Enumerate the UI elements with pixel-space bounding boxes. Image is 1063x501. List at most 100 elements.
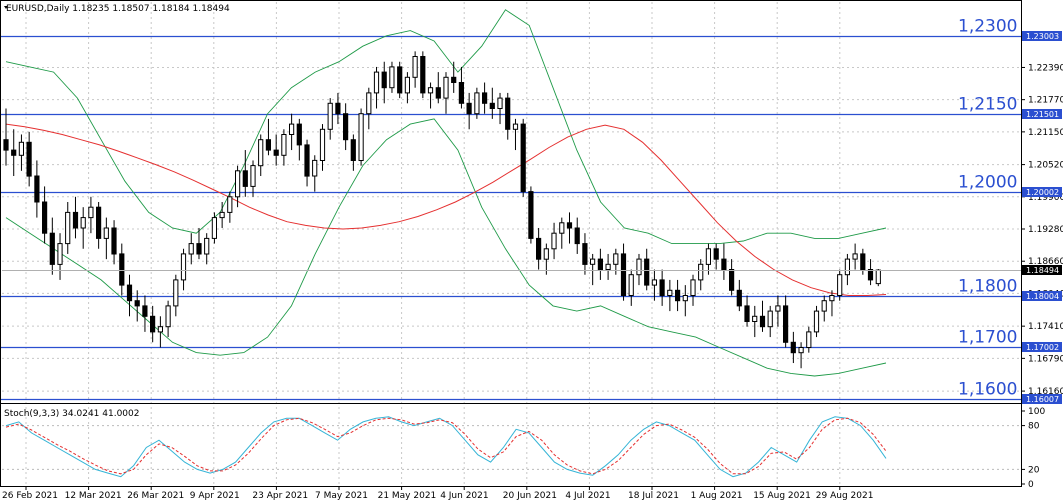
candle[interactable] xyxy=(528,186,534,244)
candle[interactable] xyxy=(250,160,256,197)
candle[interactable] xyxy=(242,150,248,197)
candle[interactable] xyxy=(466,92,472,130)
candle[interactable] xyxy=(636,253,642,286)
candle[interactable] xyxy=(227,191,233,223)
candle[interactable] xyxy=(219,202,225,228)
candle[interactable] xyxy=(482,82,488,114)
candle[interactable] xyxy=(358,108,364,166)
candle[interactable] xyxy=(458,66,464,109)
candle[interactable] xyxy=(667,279,673,312)
candle[interactable] xyxy=(204,233,210,265)
candle[interactable] xyxy=(427,82,434,109)
candle[interactable] xyxy=(265,118,271,156)
candle[interactable] xyxy=(497,92,503,125)
candle[interactable] xyxy=(559,217,565,249)
candle[interactable] xyxy=(474,87,480,119)
candle[interactable] xyxy=(157,316,164,348)
candle[interactable] xyxy=(721,243,727,280)
candle[interactable] xyxy=(119,243,125,296)
candle[interactable] xyxy=(80,207,86,249)
candle[interactable] xyxy=(103,217,109,260)
candle[interactable] xyxy=(343,103,349,151)
candle[interactable] xyxy=(435,72,441,104)
candle[interactable] xyxy=(296,118,302,161)
candle[interactable] xyxy=(397,61,403,99)
candle[interactable] xyxy=(57,233,63,280)
candle[interactable] xyxy=(752,305,758,338)
candle[interactable] xyxy=(3,108,9,166)
candle[interactable] xyxy=(373,66,380,109)
candle[interactable] xyxy=(49,217,55,275)
candle[interactable] xyxy=(335,92,341,125)
candle[interactable] xyxy=(783,295,789,348)
candle[interactable] xyxy=(705,243,711,275)
candle[interactable] xyxy=(837,269,843,301)
candle[interactable] xyxy=(443,72,449,114)
candle[interactable] xyxy=(582,233,588,275)
candle[interactable] xyxy=(775,295,781,327)
candle[interactable] xyxy=(875,269,881,287)
candle[interactable] xyxy=(150,305,156,343)
candle[interactable] xyxy=(304,139,310,187)
candle[interactable] xyxy=(312,155,318,192)
candle[interactable] xyxy=(196,227,202,260)
candle[interactable] xyxy=(682,285,688,317)
candle[interactable] xyxy=(26,131,32,187)
candle[interactable] xyxy=(489,87,495,119)
candle[interactable] xyxy=(18,134,24,171)
candle[interactable] xyxy=(235,165,241,208)
candle[interactable] xyxy=(590,253,596,286)
candle[interactable] xyxy=(844,253,850,286)
candle[interactable] xyxy=(350,134,356,171)
candle[interactable] xyxy=(713,243,719,270)
candle[interactable] xyxy=(790,331,796,364)
candle[interactable] xyxy=(798,342,804,369)
candle[interactable] xyxy=(319,124,326,171)
candle[interactable] xyxy=(211,212,218,244)
candle[interactable] xyxy=(289,113,295,151)
candle[interactable] xyxy=(65,202,71,254)
candle[interactable] xyxy=(744,295,750,327)
candle[interactable] xyxy=(566,212,573,244)
candle[interactable] xyxy=(659,269,665,306)
candle[interactable] xyxy=(42,186,48,244)
candle[interactable] xyxy=(729,259,735,296)
candle[interactable] xyxy=(173,274,179,317)
candle[interactable] xyxy=(165,300,171,338)
candle[interactable] xyxy=(574,217,580,254)
candle[interactable] xyxy=(381,61,387,104)
candle[interactable] xyxy=(111,220,117,265)
candle[interactable] xyxy=(813,305,820,338)
candle[interactable] xyxy=(72,196,79,239)
candle[interactable] xyxy=(404,72,410,104)
candle[interactable] xyxy=(651,269,657,301)
candle[interactable] xyxy=(273,134,279,166)
candle[interactable] xyxy=(188,233,194,265)
candle[interactable] xyxy=(88,196,94,234)
candle[interactable] xyxy=(520,118,526,197)
candle[interactable] xyxy=(536,227,542,270)
candle[interactable] xyxy=(698,259,704,291)
candle[interactable] xyxy=(675,279,681,312)
candle[interactable] xyxy=(412,51,418,88)
candle[interactable] xyxy=(829,290,835,317)
candle[interactable] xyxy=(366,87,372,130)
candle[interactable] xyxy=(451,61,457,93)
candle[interactable] xyxy=(420,51,426,99)
candle[interactable] xyxy=(821,295,827,322)
candle[interactable] xyxy=(736,279,742,312)
candles[interactable] xyxy=(3,51,881,369)
candle[interactable] xyxy=(505,92,511,140)
candle[interactable] xyxy=(512,118,519,151)
candle[interactable] xyxy=(605,253,611,280)
candle[interactable] xyxy=(142,295,148,332)
candle[interactable] xyxy=(767,305,773,338)
candle[interactable] xyxy=(690,274,696,306)
candle[interactable] xyxy=(543,243,549,275)
candle[interactable] xyxy=(628,269,634,306)
candle[interactable] xyxy=(389,61,395,93)
candle[interactable] xyxy=(258,134,264,177)
candle[interactable] xyxy=(180,248,187,291)
candle[interactable] xyxy=(281,129,287,166)
